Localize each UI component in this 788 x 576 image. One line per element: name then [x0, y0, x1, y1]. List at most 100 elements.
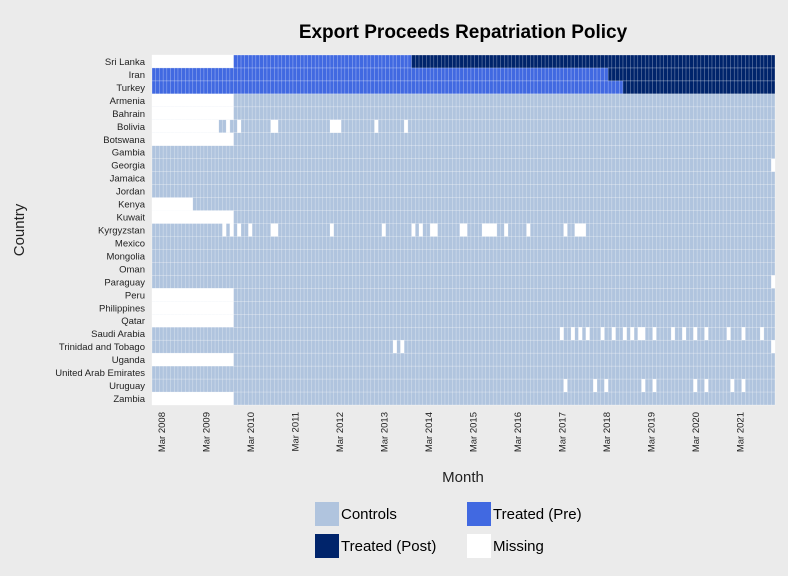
legend-swatch-controls [315, 502, 339, 526]
cell-missing [693, 327, 698, 341]
legend-label-controls: Controls [341, 505, 397, 523]
y-tick-label: Mexico [115, 238, 145, 249]
cell-missing [704, 327, 709, 341]
chart-title: Export Proceeds Repatriation Policy [299, 22, 628, 43]
x-tick-label: Mar 2013 [379, 412, 390, 452]
x-tick-label: Mar 2020 [691, 412, 702, 452]
cell-missing [404, 119, 408, 133]
y-tick-label: Georgia [111, 161, 146, 172]
y-tick-label: Kenya [118, 200, 146, 211]
legend-item-treated-pre: Treated (Pre) [467, 501, 582, 527]
cell-missing [760, 327, 764, 341]
y-tick-label: Qatar [121, 316, 145, 327]
y-tick-label: Saudi Arabia [91, 329, 146, 340]
cell-missing [559, 327, 564, 341]
cell-missing [600, 327, 605, 341]
cell-missing [741, 327, 746, 341]
cell-missing [652, 327, 657, 341]
y-tick-label: Zambia [113, 394, 145, 405]
x-tick-label: Mar 2019 [646, 412, 657, 452]
x-tick-label: Mar 2021 [735, 412, 746, 452]
x-tick-label: Mar 2009 [201, 412, 212, 452]
legend-label-treated-pre: Treated (Pre) [493, 505, 582, 523]
cell-missing [593, 379, 597, 393]
x-tick-label: Mar 2018 [602, 412, 613, 452]
cell-missing [693, 379, 698, 393]
cell-missing [226, 119, 230, 133]
cell-missing [604, 379, 609, 393]
x-axis-label: Month [442, 469, 484, 486]
cell-missing [330, 223, 334, 237]
cell-missing [526, 223, 531, 237]
y-tick-label: Trinidad and Tobago [59, 342, 145, 353]
cell-missing [641, 379, 646, 393]
legend-item-controls: Controls [315, 501, 397, 527]
cell-missing [671, 327, 675, 341]
cell-missing [411, 223, 416, 237]
cell-missing [152, 197, 193, 211]
cell-missing [419, 223, 423, 237]
cell-missing [652, 379, 657, 393]
legend-swatch-missing [467, 534, 491, 558]
cell-missing [563, 379, 568, 393]
cell-missing [229, 223, 234, 237]
y-tick-label: Mongolia [106, 251, 145, 262]
cell-treated-post [622, 80, 775, 94]
cell-missing [381, 223, 386, 237]
cell-treated-pre [152, 80, 623, 94]
legend-item-missing: Missing [467, 533, 544, 559]
legend: Controls Treated (Pre) Treated (Post) Mi… [315, 497, 615, 561]
y-tick-label: Bahrain [112, 109, 145, 120]
legend-item-treated-post: Treated (Post) [315, 533, 436, 559]
x-tick-label: Mar 2011 [290, 412, 301, 451]
cell-missing [704, 379, 709, 393]
y-tick-label: Botswana [103, 135, 145, 146]
cell-missing [571, 327, 575, 341]
cell-missing [741, 379, 746, 393]
y-tick-label: Jamaica [110, 174, 146, 185]
cell-missing [374, 119, 379, 133]
y-tick-label: Bolivia [117, 122, 146, 133]
cell-missing [504, 223, 508, 237]
x-tick-label: Mar 2017 [557, 412, 568, 452]
y-tick-label: Oman [119, 264, 145, 275]
cell-missing [222, 223, 227, 237]
y-tick-label: Uganda [112, 355, 146, 366]
cell-missing [622, 327, 627, 341]
legend-swatch-treated-post [315, 534, 339, 558]
cell-missing [730, 379, 735, 393]
grid-lines [151, 54, 776, 406]
y-tick-label: Paraguay [104, 277, 145, 288]
y-tick-label: Philippines [99, 303, 145, 314]
y-tick-label: Uruguay [109, 381, 145, 392]
cell-missing [611, 327, 616, 341]
cell-missing [248, 223, 253, 237]
y-axis-label: Country [11, 203, 28, 256]
cell-missing [682, 327, 686, 341]
cell-missing [574, 223, 586, 237]
legend-swatch-treated-pre [467, 502, 491, 526]
cell-missing [330, 119, 342, 133]
legend-label-treated-post: Treated (Post) [341, 537, 437, 555]
cell-missing [771, 340, 775, 354]
y-tick-label: United Arab Emirates [55, 368, 145, 379]
cell-missing [400, 340, 405, 354]
cell-missing [578, 327, 583, 341]
cell-missing [771, 275, 775, 289]
cell-treated-pre [152, 67, 609, 81]
cell-missing [393, 340, 397, 354]
legend-label-missing: Missing [493, 537, 544, 555]
y-tick-label: Jordan [116, 187, 145, 198]
y-tick-label: Armenia [110, 96, 146, 107]
x-tick-label: Mar 2015 [468, 412, 479, 452]
x-tick-label: Mar 2014 [424, 412, 435, 452]
cell-treated-post [608, 67, 775, 81]
cell-missing [563, 223, 568, 237]
x-tick-label: Mar 2010 [246, 412, 257, 452]
cell-missing [726, 327, 731, 341]
cell-missing [237, 223, 241, 237]
y-tick-label: Kyrgyzstan [98, 226, 145, 237]
cell-missing [585, 327, 590, 341]
